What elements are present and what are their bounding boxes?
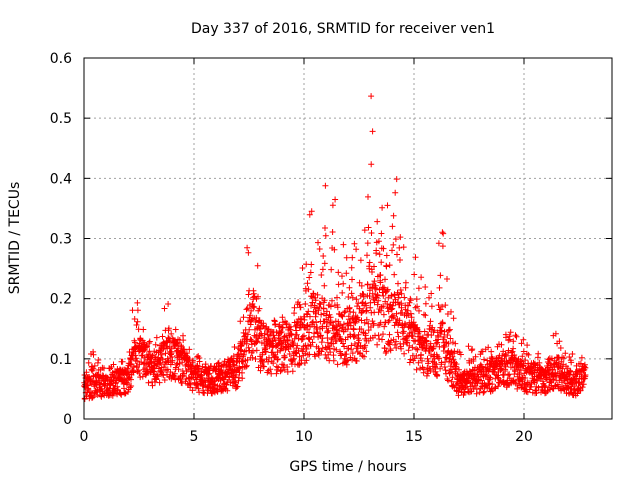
chart-title: Day 337 of 2016, SRMTID for receiver ven… [191, 21, 495, 37]
y-tick-label: 0 [63, 412, 72, 428]
x-tick-label: 10 [295, 429, 313, 445]
y-tick-label: 0.5 [50, 111, 72, 127]
x-tick-label: 5 [190, 429, 199, 445]
y-tick-label: 0.1 [50, 352, 72, 368]
y-axis-label: SRMTID / TECUs [7, 182, 23, 295]
y-tick-label: 0.4 [50, 171, 72, 187]
y-tick-label: 0.6 [50, 51, 72, 67]
grid [84, 58, 612, 419]
y-tick-label: 0.3 [50, 232, 72, 248]
x-axis-label: GPS time / hours [289, 459, 406, 475]
axis-ticks: 0 0.1 0.2 0.3 0.4 0.5 0.6 0 5 10 15 20 [50, 51, 612, 445]
x-tick-label: 20 [515, 429, 533, 445]
x-tick-label: 15 [405, 429, 423, 445]
x-tick-label: 0 [80, 429, 89, 445]
y-tick-label: 0.2 [50, 292, 72, 308]
